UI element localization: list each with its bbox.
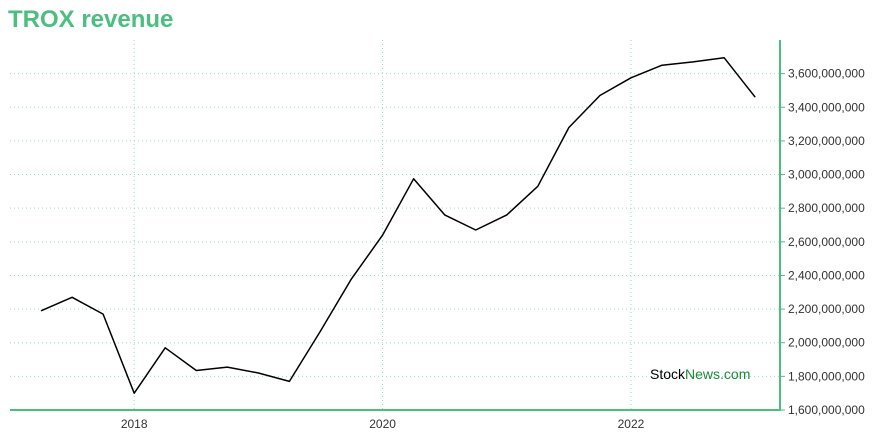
axes	[10, 40, 785, 411]
series-layer	[40, 56, 756, 394]
data-point	[351, 278, 353, 280]
y-tick-label: 2,800,000,000	[788, 201, 865, 215]
y-tick-label: 3,600,000,000	[788, 67, 865, 81]
stocknews-watermark: StockNews.com	[650, 366, 750, 382]
x-tick-label: 2022	[618, 417, 645, 431]
data-point	[537, 185, 539, 187]
y-tick-label: 2,000,000,000	[788, 336, 865, 350]
data-point	[723, 57, 725, 59]
data-point	[413, 178, 415, 180]
x-tick-label: 2020	[369, 417, 396, 431]
data-point	[164, 347, 166, 349]
y-tick-label: 2,600,000,000	[788, 235, 865, 249]
y-tick-label: 1,800,000,000	[788, 369, 865, 383]
chart-title: TROX revenue	[8, 6, 174, 33]
data-point	[568, 126, 570, 128]
data-point	[133, 392, 135, 394]
y-tick-label: 2,200,000,000	[788, 302, 865, 316]
data-point	[71, 296, 73, 298]
watermark-part1: Stock	[650, 366, 686, 382]
data-point	[226, 366, 228, 368]
y-tick-label: 3,200,000,000	[788, 134, 865, 148]
data-point	[692, 61, 694, 63]
data-point	[288, 380, 290, 382]
data-point	[754, 96, 756, 98]
revenue-series-line	[40, 56, 756, 394]
data-point	[195, 369, 197, 371]
gridlines	[10, 40, 780, 410]
data-point	[599, 95, 601, 97]
y-tick-label: 1,600,000,000	[788, 403, 865, 417]
x-tick-labels: 2018 2020 2022	[121, 417, 645, 431]
y-tick-label: 3,400,000,000	[788, 100, 865, 114]
data-point	[444, 214, 446, 216]
data-point	[630, 77, 632, 79]
y-tick-label: 3,000,000,000	[788, 168, 865, 182]
watermark-part2: News.com	[685, 366, 751, 382]
data-point	[102, 313, 104, 315]
x-tick-label: 2018	[121, 417, 148, 431]
data-point	[506, 214, 508, 216]
data-point	[319, 330, 321, 332]
y-tick-labels: 1,600,000,000 1,800,000,000 2,000,000,000 2…	[788, 67, 865, 417]
data-point	[40, 310, 42, 312]
data-point	[257, 372, 259, 374]
data-point	[475, 229, 477, 231]
data-point	[382, 234, 384, 236]
y-tick-label: 2,400,000,000	[788, 268, 865, 282]
data-point	[661, 64, 663, 66]
